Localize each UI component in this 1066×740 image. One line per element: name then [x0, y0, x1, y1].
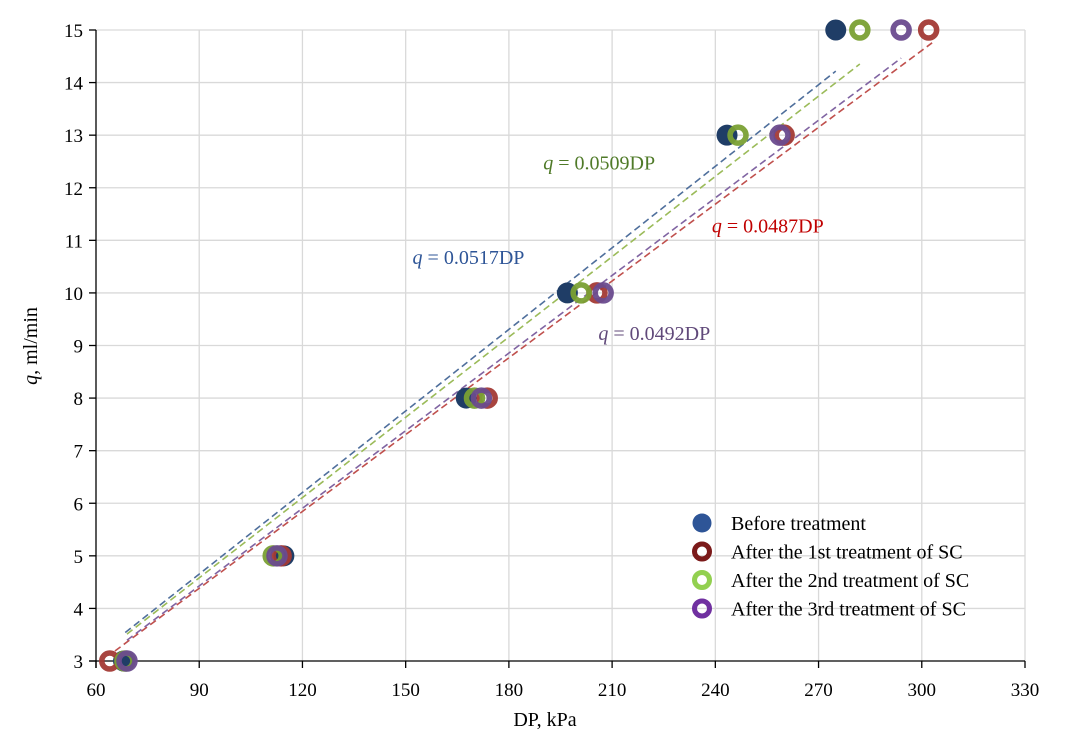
- legend-label: After the 2nd treatment of SC: [731, 570, 969, 592]
- y-tick-label: 11: [65, 231, 83, 252]
- grid: [96, 29, 1026, 661]
- trendline-4: [126, 57, 902, 641]
- y-axis-title-unit: , ml/min: [20, 307, 42, 375]
- trendline-1: [124, 70, 837, 634]
- x-tick-label: 180: [495, 680, 524, 701]
- x-tick-label: 210: [598, 680, 627, 701]
- legend-marker: [692, 570, 712, 590]
- y-tick-label: 8: [74, 389, 84, 410]
- data-point: [769, 124, 791, 146]
- data-point: [849, 19, 871, 41]
- y-tick-label: 3: [74, 652, 84, 673]
- trendline-equation-4: q = 0.0492DP: [598, 323, 710, 345]
- equation-text: = 0.0492DP: [608, 323, 710, 345]
- x-axis-title: DP, kPa: [513, 709, 576, 731]
- trendlines: [114, 42, 933, 652]
- equation-text: = 0.0509DP: [553, 152, 655, 174]
- equation-text: = 0.0487DP: [722, 215, 824, 237]
- x-tick-label: 60: [87, 680, 106, 701]
- y-axis-title: q, ml/min: [20, 307, 42, 385]
- equation-symbol: q: [413, 247, 423, 269]
- trendline-equation-3: q = 0.0509DP: [543, 152, 655, 174]
- legend-label: Before treatment: [731, 513, 866, 535]
- data-point: [470, 387, 493, 409]
- x-tick-label: 240: [701, 680, 730, 701]
- x-tick-label: 300: [908, 680, 937, 701]
- y-tick-label: 6: [74, 494, 84, 515]
- x-tick-label: 330: [1011, 680, 1040, 701]
- y-tick-label: 12: [64, 179, 83, 200]
- legend-label: After the 3rd treatment of SC: [731, 599, 966, 621]
- y-tick-label: 5: [74, 547, 84, 568]
- x-tick-label: 270: [804, 680, 833, 701]
- data-point: [570, 282, 592, 304]
- legend-marker: [692, 513, 712, 533]
- equation-text: = 0.0517DP: [423, 247, 525, 269]
- x-tick-label: 150: [391, 680, 420, 701]
- data-point: [825, 19, 847, 41]
- legend: Before treatment After the 1st treatment …: [692, 513, 969, 621]
- data-point: [266, 545, 288, 567]
- y-tick-label: 7: [74, 442, 84, 463]
- y-tick-label: 15: [64, 21, 83, 42]
- data-point: [592, 282, 614, 304]
- trendline-equation-1: q = 0.0517DP: [413, 247, 525, 269]
- axes: 60 90 120 150 180 210 240 270 300 330 3 4 5 6 7 8 9 10 11 1…: [64, 21, 1039, 701]
- data-point: [917, 19, 940, 41]
- legend-label: After the 1st treatment of SC: [731, 542, 963, 564]
- data-point: [727, 124, 749, 146]
- y-tick-label: 13: [64, 126, 83, 147]
- y-tick-label: 14: [64, 74, 84, 95]
- y-axis-title-symbol: q: [20, 375, 42, 385]
- trendline-2: [114, 42, 933, 652]
- data-points: [99, 19, 940, 672]
- equation-symbol: q: [598, 323, 608, 345]
- y-tick-label: 9: [74, 337, 84, 358]
- data-point: [116, 650, 138, 672]
- legend-marker: [692, 541, 712, 562]
- y-tick-label: 4: [74, 599, 84, 620]
- trendline-equation-2: q = 0.0487DP: [712, 215, 824, 237]
- x-tick-label: 120: [288, 680, 317, 701]
- equation-symbol: q: [543, 152, 553, 174]
- data-point: [890, 19, 912, 41]
- trendline-3: [126, 63, 861, 635]
- legend-marker: [692, 598, 712, 619]
- y-tick-label: 10: [64, 284, 83, 305]
- x-tick-label: 90: [190, 680, 209, 701]
- equation-symbol: q: [712, 215, 722, 237]
